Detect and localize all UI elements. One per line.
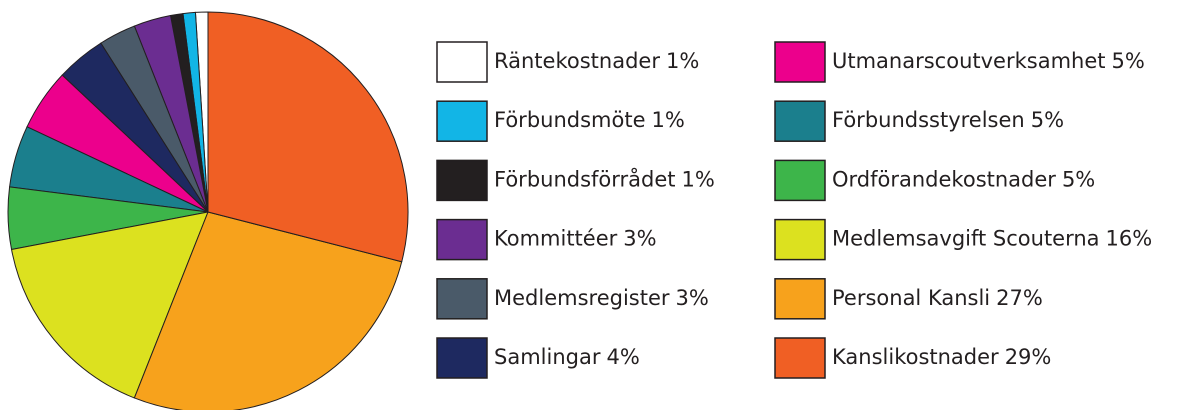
- legend-swatch: [774, 41, 826, 83]
- legend-swatch: [774, 218, 826, 261]
- legend-swatch: [436, 278, 488, 320]
- legend-name: Utmanarscoutverksamhet: [832, 49, 1106, 73]
- legend-label: Medlemsregister 3%: [494, 286, 709, 310]
- legend-value: 4%: [606, 345, 639, 369]
- legend-swatch: [774, 337, 826, 379]
- pie-slice: [133, 211, 403, 410]
- legend-swatch: [436, 100, 488, 142]
- legend-name: Personal Kansli: [832, 286, 990, 310]
- legend-name: Räntekostnader: [494, 49, 660, 73]
- legend-value: 29%: [1005, 345, 1052, 369]
- legend-value: 3%: [676, 286, 709, 310]
- legend-swatch: [774, 278, 826, 320]
- legend-label: Medlemsavgift Scouterna 16%: [832, 227, 1152, 251]
- legend-value: 1%: [652, 108, 685, 132]
- legend-value: 16%: [1106, 227, 1153, 251]
- legend-label: Räntekostnader 1%: [494, 49, 699, 73]
- legend-name: Förbundsstyrelsen: [832, 108, 1025, 132]
- legend-name: Samlingar: [494, 345, 601, 369]
- legend-label: Förbundsstyrelsen 5%: [832, 108, 1064, 132]
- legend-label: Ordförandekostnader 5%: [832, 167, 1095, 191]
- legend-name: Kommittéer: [494, 227, 618, 251]
- legend-name: Kanslikostnader: [832, 345, 999, 369]
- legend-swatch: [436, 41, 488, 83]
- legend-label: Utmanarscoutverksamhet 5%: [832, 49, 1145, 73]
- legend-label: Förbundsförrådet 1%: [494, 166, 715, 191]
- legend-label: Förbundsmöte 1%: [494, 108, 685, 132]
- legend-name: Förbundsmöte: [494, 108, 646, 132]
- pie-slice: [207, 11, 409, 263]
- legend-swatch: [774, 159, 826, 202]
- legend-value: 5%: [1112, 49, 1145, 73]
- legend-label: Personal Kansli 27%: [832, 286, 1043, 310]
- legend-label: Kanslikostnader 29%: [832, 345, 1051, 369]
- legend-value: 1%: [682, 167, 715, 191]
- legend-swatch: [774, 100, 826, 142]
- legend-value: 27%: [996, 286, 1043, 310]
- legend-label: Samlingar 4%: [494, 345, 640, 369]
- legend-value: 5%: [1031, 108, 1064, 132]
- legend-value: 1%: [666, 49, 699, 73]
- legend-name: Medlemsregister: [494, 286, 670, 310]
- legend-name: Förbundsförrådet: [494, 166, 676, 191]
- legend-swatch: [436, 218, 488, 261]
- legend-swatch: [436, 159, 488, 202]
- legend-value: 3%: [623, 227, 656, 251]
- legend-value: 5%: [1062, 167, 1095, 191]
- legend-swatch: [436, 337, 488, 379]
- pie-slice: [10, 211, 209, 399]
- legend-label: Kommittéer 3%: [494, 227, 657, 251]
- legend-name: Ordförandekostnader: [832, 167, 1056, 191]
- legend-name: Medlemsavgift Scouterna: [832, 227, 1100, 251]
